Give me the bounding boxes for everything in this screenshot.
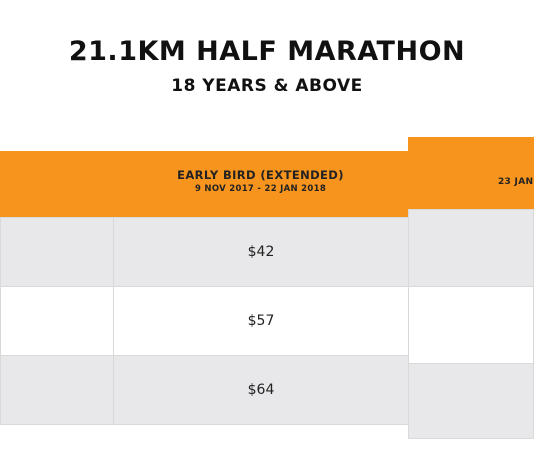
table-row-1-price-cell: $42 — [113, 217, 409, 287]
table-row-2-price-cell: $57 — [113, 286, 409, 356]
header-cell-next-period: 23 JAN — [408, 137, 534, 209]
page-subtitle: 18 YEARS & ABOVE — [171, 76, 363, 96]
table-row-2-label-cell — [0, 286, 114, 356]
row-3-price: $64 — [247, 382, 275, 398]
early-bird-heading: EARLY BIRD (EXTENDED) — [177, 168, 344, 182]
table-row-3-price-cell: $64 — [113, 355, 409, 425]
table-row-1-next-cell — [408, 209, 534, 287]
next-period-dates: 23 JAN — [498, 177, 534, 187]
table-row-1-label-cell — [0, 217, 114, 287]
table-row-3-label-cell — [0, 355, 114, 425]
row-1-price: $42 — [247, 244, 275, 260]
table-row-3-next-cell — [408, 363, 534, 439]
row-2-price: $57 — [247, 313, 275, 329]
table-row-2-next-cell — [408, 286, 534, 364]
header-cell-early-bird: EARLY BIRD (EXTENDED) 9 NOV 2017 - 22 JA… — [113, 151, 408, 217]
early-bird-dates: 9 NOV 2017 - 22 JAN 2018 — [194, 184, 327, 194]
page-title: 21.1KM HALF MARATHON — [68, 36, 466, 67]
header-cell-category — [0, 151, 113, 217]
